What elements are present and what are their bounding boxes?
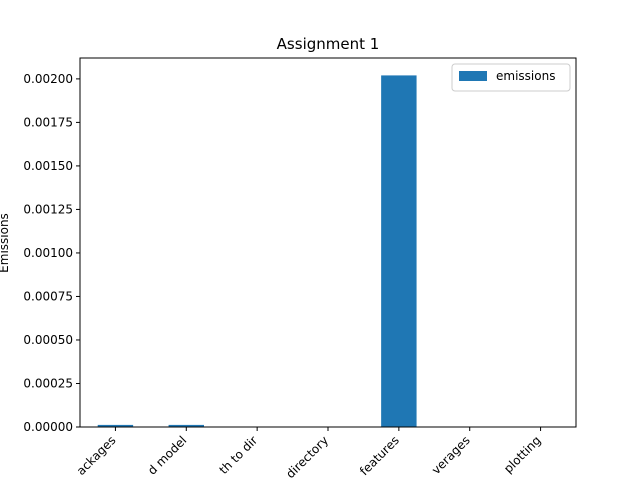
chart-title: Assignment 1 <box>277 35 380 53</box>
y-tick-label-4: 0.00100 <box>23 246 73 260</box>
x-tick-label-6: plotting <box>501 433 544 476</box>
x-tick-label-2: th to dir <box>217 433 261 477</box>
y-tick-label-5: 0.00125 <box>23 202 73 216</box>
plot-frame <box>80 58 576 427</box>
x-tick-label-0: ackages <box>74 433 119 478</box>
x-tick-label-5: verages <box>429 433 473 477</box>
legend: emissions <box>452 64 570 91</box>
y-tick-label-7: 0.00175 <box>23 115 73 129</box>
y-tick-label-0: 0.00000 <box>23 420 73 434</box>
y-axis-label: Emissions <box>0 213 11 273</box>
bars-group <box>98 75 559 427</box>
y-tick-label-1: 0.00025 <box>23 376 73 390</box>
y-tick-label-3: 0.00075 <box>23 289 73 303</box>
legend-label: emissions <box>496 69 555 83</box>
x-tick-label-4: features <box>357 433 402 478</box>
x-tick-label-3: directory <box>283 433 331 480</box>
legend-swatch <box>459 71 487 81</box>
y-tick-label-6: 0.00150 <box>23 159 73 173</box>
y-tick-label-2: 0.00050 <box>23 333 73 347</box>
y-axis: 0.00000 0.00025 0.00050 0.00075 0.00100 0.001… <box>23 72 80 434</box>
y-tick-label-8: 0.00200 <box>23 72 73 86</box>
x-axis: ackages d model th to dir directory features… <box>74 427 544 480</box>
x-tick-label-1: d model <box>145 433 189 477</box>
bar-4 <box>381 75 416 427</box>
